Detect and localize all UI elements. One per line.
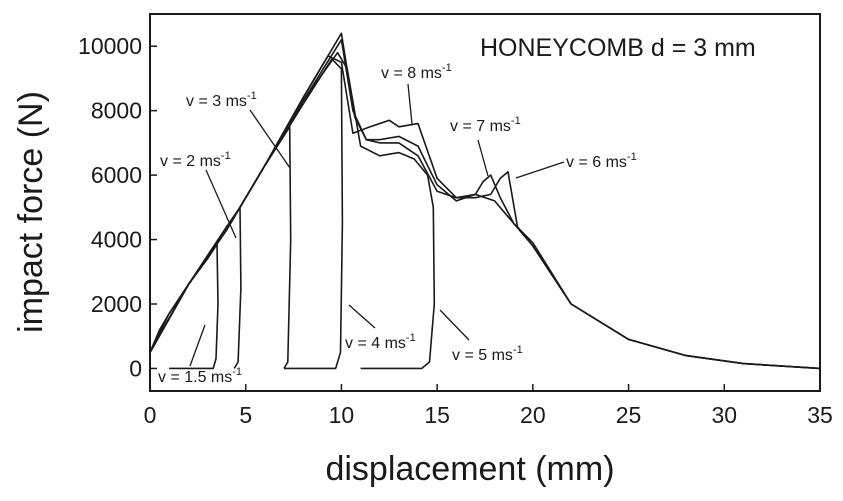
annotation-v3: v = 3 ms-1 [186, 90, 257, 110]
series-line-1 [149, 206, 242, 369]
annotation-v6: v = 6 ms-1 [566, 151, 637, 171]
arrow-v3 [249, 109, 291, 169]
arrow-v2 [205, 169, 237, 239]
y-tick-label: 2000 [91, 291, 142, 317]
x-tick-label: 10 [329, 402, 355, 428]
arrow-v4 [348, 304, 376, 329]
arrow-v7 [477, 139, 489, 177]
y-tick-label: 0 [129, 355, 142, 381]
x-tick-label: 15 [424, 402, 450, 428]
series-line-5 [149, 32, 821, 370]
y-tick-label: 4000 [91, 227, 142, 253]
annotation-v5: v = 5 ms-1 [452, 344, 523, 364]
ticks-layer: 0 5 10 15 20 25 30 35 0 2000 4000 6000 8000 10000 [78, 33, 833, 428]
plot-frame [149, 13, 821, 392]
x-tick-label: 0 [144, 402, 157, 428]
series-line-7 [149, 55, 821, 370]
x-axis-title: displacement (mm) [325, 450, 614, 488]
series-layer [149, 32, 821, 370]
y-axis-title: impact force (N) [12, 91, 50, 333]
y-tick-label: 10000 [78, 33, 142, 59]
annotation-v7: v = 7 ms-1 [450, 115, 521, 135]
annotation-v8: v = 8 ms-1 [381, 62, 452, 82]
x-tick-label: 35 [807, 402, 833, 428]
y-tick-label: 6000 [91, 162, 142, 188]
inset-label: HONEYCOMB d = 3 mm [480, 34, 756, 62]
x-tick-label: 5 [239, 402, 252, 428]
arrow-v1-5 [189, 324, 206, 367]
arrow-v8 [407, 83, 413, 125]
annotation-layer: v = 1.5 ms-1 v = 2 ms-1 v = 3 ms-1 v = 4… [158, 62, 637, 386]
y-tick-label: 8000 [91, 98, 142, 124]
annotation-v1-5: v = 1.5 ms-1 [158, 366, 242, 386]
x-tick-label: 25 [616, 402, 642, 428]
annotation-v2: v = 2 ms-1 [160, 150, 231, 170]
series-line-0 [149, 243, 219, 370]
arrow-v5 [439, 309, 470, 341]
x-tick-label: 30 [711, 402, 737, 428]
x-tick-label: 20 [520, 402, 546, 428]
annotation-v4: v = 4 ms-1 [345, 332, 416, 352]
arrow-v6 [515, 161, 565, 179]
